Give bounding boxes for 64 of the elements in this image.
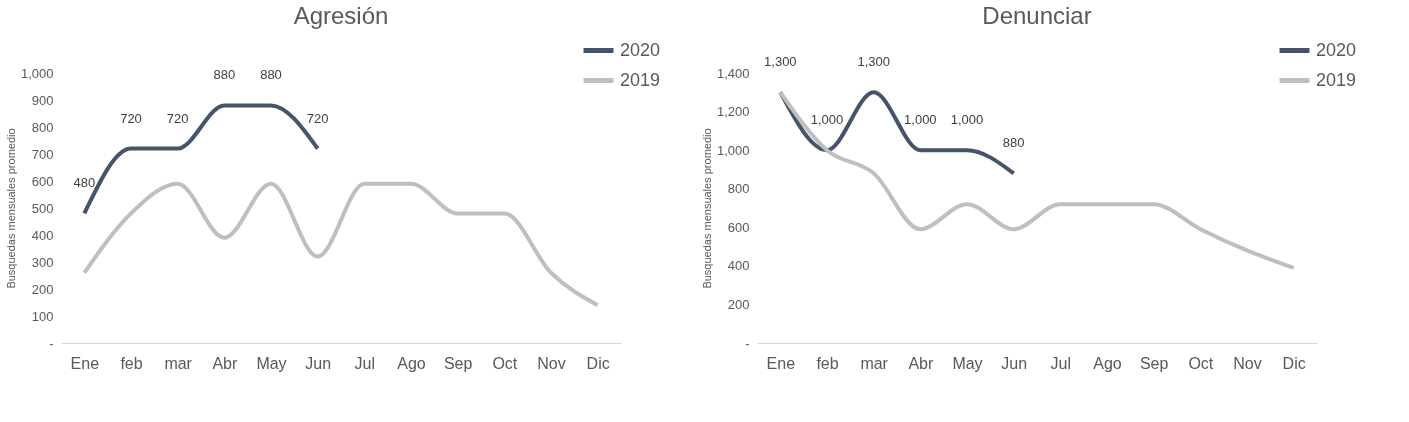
data-label: 880 [1002, 135, 1025, 151]
y-tick-label: 1,000 [716, 142, 750, 158]
x-tick-label: Jul [1050, 354, 1072, 372]
x-tick-label: mar [860, 354, 889, 372]
x-tick-label: May [952, 354, 983, 372]
data-label: 1,000 [810, 112, 844, 128]
x-tick-label: Ene [70, 354, 100, 372]
data-label: 1,000 [904, 112, 937, 128]
y-tick-label: 200 [31, 281, 54, 297]
data-label: 1,300 [764, 54, 797, 70]
chart-title: Agresión [293, 2, 389, 29]
data-label: 720 [306, 110, 329, 126]
legend-label: 2019 [620, 69, 661, 90]
x-tick-label: Jun [305, 354, 332, 372]
x-tick-label: Dic [586, 354, 610, 372]
x-tick-label: Ago [397, 354, 426, 372]
legend-label: 2019 [1316, 69, 1357, 90]
y-tick-label: 1,000 [20, 65, 54, 81]
data-label: 1,000 [950, 112, 984, 128]
x-tick-label: Oct [1188, 354, 1214, 372]
data-label: 720 [166, 110, 189, 126]
x-tick-label: Nov [1233, 354, 1262, 372]
y-tick-label: 1,400 [716, 65, 750, 81]
x-tick-label: Oct [492, 354, 518, 372]
x-tick-label: feb [816, 354, 839, 372]
data-label: 480 [73, 175, 96, 191]
y-tick-label: - [745, 335, 750, 351]
y-axis-title: Busquedas mensuales promedio [700, 128, 713, 289]
y-tick-label: 600 [31, 173, 54, 189]
y-tick-label: 500 [31, 200, 54, 216]
y-tick-label: 600 [727, 219, 750, 235]
y-tick-label: 800 [727, 181, 750, 197]
x-tick-label: feb [120, 354, 143, 372]
y-tick-label: 900 [31, 92, 54, 108]
y-tick-label: 400 [727, 258, 750, 274]
x-tick-label: Sep [1139, 354, 1169, 372]
chart-title: Denunciar [982, 2, 1092, 29]
x-tick-label: Ene [766, 354, 796, 372]
x-tick-label: Jul [354, 354, 376, 372]
y-tick-label: 400 [31, 227, 54, 243]
y-tick-label: 700 [31, 146, 54, 162]
x-tick-label: Dic [1282, 354, 1306, 372]
y-tick-label: 300 [31, 254, 54, 270]
legend-label: 2020 [620, 39, 661, 60]
x-tick-label: Nov [537, 354, 566, 372]
x-tick-label: Sep [443, 354, 473, 372]
x-tick-label: Ago [1093, 354, 1122, 372]
y-tick-label: 100 [31, 308, 54, 324]
line-series [778, 90, 1296, 270]
legend-label: 2020 [1316, 39, 1357, 60]
x-tick-label: Abr [908, 354, 934, 372]
y-tick-label: 200 [727, 296, 750, 312]
data-label: 880 [213, 67, 236, 83]
x-tick-label: May [256, 354, 287, 372]
y-axis-title: Busquedas mensuales promedio [4, 128, 17, 289]
data-label: 1,300 [857, 54, 890, 70]
y-tick-label: 800 [31, 119, 54, 135]
data-label: 720 [120, 110, 142, 126]
y-tick-label: 1,200 [716, 104, 750, 120]
x-tick-label: Abr [212, 354, 238, 372]
y-tick-label: - [49, 335, 54, 351]
x-tick-label: mar [164, 354, 193, 372]
data-label: 880 [260, 67, 282, 83]
x-tick-label: Jun [1001, 354, 1028, 372]
